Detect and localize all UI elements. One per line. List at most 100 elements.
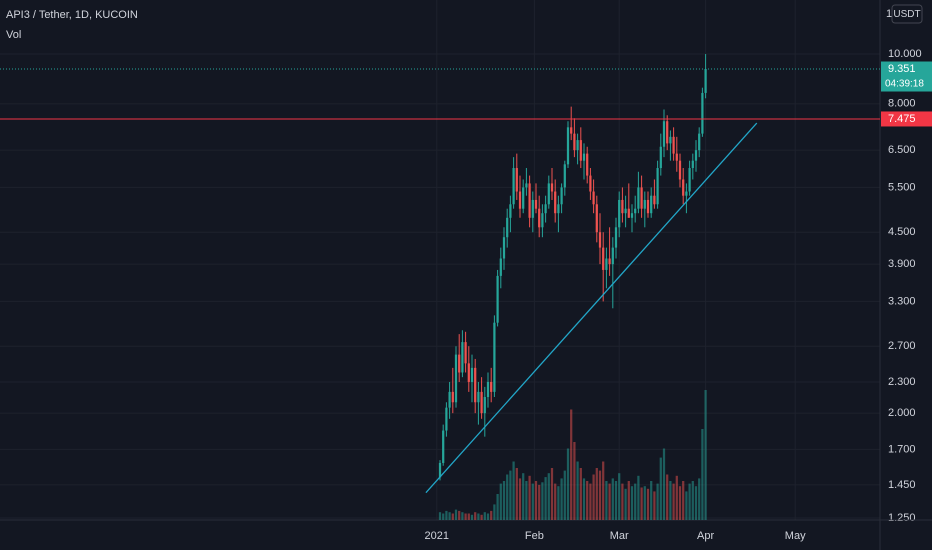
volume-bar <box>678 486 682 520</box>
candle-body <box>688 168 691 192</box>
volume-bar <box>525 481 528 520</box>
y-tick-label: 5.500 <box>888 181 916 193</box>
volume-bar <box>611 478 614 520</box>
x-tick-label: Mar <box>610 530 629 542</box>
x-tick-label: Apr <box>697 530 714 542</box>
volume-bar <box>541 482 544 520</box>
candle-body <box>694 150 698 161</box>
volume-bar <box>458 510 461 520</box>
volume-bar <box>618 473 621 520</box>
volume-bar <box>602 461 605 520</box>
x-tick-label: May <box>785 530 806 542</box>
y-tick-label: 10.000 <box>888 48 922 60</box>
volume-bar <box>483 512 486 520</box>
volume-bar <box>470 514 474 520</box>
candle-body <box>538 208 541 228</box>
volume-bar <box>509 470 512 520</box>
volume-bar <box>467 513 470 520</box>
volume-bar <box>528 475 531 520</box>
candle-body <box>522 187 525 209</box>
volume-bar <box>682 481 685 520</box>
volume-bar <box>675 475 678 520</box>
candle-body <box>464 342 467 364</box>
candle-body <box>557 204 560 214</box>
candle-body <box>512 168 515 205</box>
candle-body <box>480 391 483 414</box>
volume-bar <box>586 481 589 520</box>
candle-body <box>470 367 474 382</box>
volume-bar <box>704 390 707 520</box>
candle-body <box>704 69 707 93</box>
volume-bar <box>499 483 502 520</box>
volume-bar <box>557 486 560 520</box>
candle-body <box>544 204 547 214</box>
candle-body <box>554 191 557 214</box>
candle-body <box>518 191 522 209</box>
volume-bar <box>634 483 637 520</box>
candle-body <box>630 213 634 218</box>
volume-bar <box>685 491 688 520</box>
y-tick-label: 3.900 <box>888 258 916 270</box>
top-label: 1 <box>886 8 892 20</box>
volume-bar <box>563 470 566 520</box>
candle-body <box>691 160 694 169</box>
volume-bar <box>630 486 634 520</box>
candle-body <box>563 164 566 188</box>
y-tick-label: 1.700 <box>888 443 916 455</box>
volume-bar <box>474 512 477 520</box>
candle-body <box>483 397 486 414</box>
candle-body <box>438 462 442 478</box>
volume-bar <box>621 483 624 520</box>
candle-body <box>547 183 550 205</box>
y-tick-label: 2.000 <box>888 407 916 419</box>
candle-body <box>627 208 630 218</box>
y-tick-label: 1.450 <box>888 479 916 491</box>
volume-bar <box>490 510 493 520</box>
volume-bar <box>512 461 515 520</box>
volume-bar <box>560 478 563 520</box>
y-tick-label: 2.700 <box>888 340 916 352</box>
volume-bar <box>547 473 550 520</box>
price-label: 7.475 <box>888 113 916 125</box>
volume-bar <box>643 486 646 520</box>
candle-body <box>640 187 643 209</box>
volume-bar <box>438 512 442 520</box>
candle-body <box>698 133 701 151</box>
volume-bar <box>659 457 662 520</box>
candle-body <box>499 258 502 276</box>
candle-body <box>678 160 682 180</box>
candle-body <box>467 363 470 382</box>
volume-legend: Vol <box>6 29 21 41</box>
candle-body <box>541 213 544 228</box>
candle-body <box>550 183 554 192</box>
volume-bar <box>614 481 618 520</box>
volume-bar <box>582 478 586 520</box>
volume-bar <box>656 483 659 520</box>
currency-button[interactable] <box>891 4 923 24</box>
volume-bar <box>672 483 675 520</box>
volume-bar <box>518 478 522 520</box>
volume-bar <box>502 481 506 520</box>
candle-body <box>614 227 618 248</box>
candle-body <box>451 391 454 403</box>
candle-body <box>515 168 518 192</box>
y-tick-label: 4.500 <box>888 226 916 238</box>
candle-body <box>477 391 480 403</box>
volume-bar <box>640 487 643 520</box>
currency[interactable]: USDT <box>893 9 920 20</box>
volume-bar <box>506 474 509 520</box>
candle-body <box>496 275 499 323</box>
volume-bar <box>531 483 534 520</box>
price-label: 9.351 <box>888 63 916 75</box>
candle-body <box>605 258 608 270</box>
x-tick-label: Feb <box>525 530 544 542</box>
candle-body <box>566 127 570 165</box>
candle-body <box>618 199 621 228</box>
volume-bar <box>442 513 445 520</box>
candle-body <box>445 407 448 431</box>
volume-bar <box>538 484 541 520</box>
candle-body <box>611 247 614 265</box>
candle-body <box>634 208 637 214</box>
